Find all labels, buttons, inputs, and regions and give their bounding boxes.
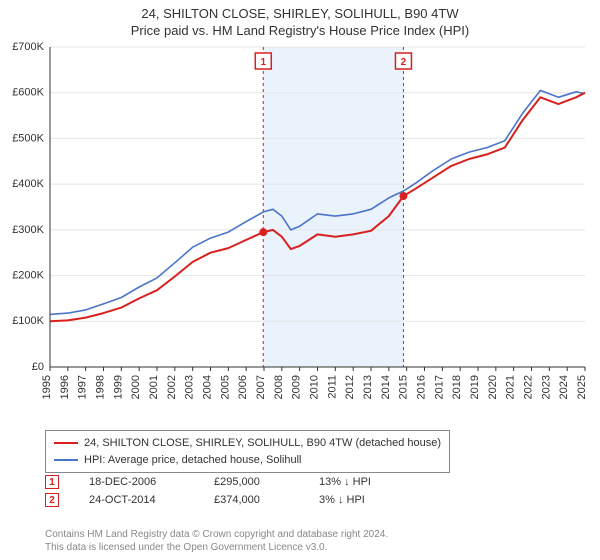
svg-text:£300K: £300K (12, 224, 44, 236)
svg-text:2013: 2013 (362, 375, 374, 399)
svg-text:2018: 2018 (451, 375, 463, 399)
footer-line-1: Contains HM Land Registry data © Crown c… (45, 528, 388, 541)
chart-titles: 24, SHILTON CLOSE, SHIRLEY, SOLIHULL, B9… (0, 0, 600, 40)
legend-label: 24, SHILTON CLOSE, SHIRLEY, SOLIHULL, B9… (84, 435, 441, 452)
svg-text:2012: 2012 (344, 375, 356, 399)
svg-text:1995: 1995 (41, 375, 53, 399)
svg-text:£700K: £700K (12, 42, 44, 53)
svg-text:2006: 2006 (237, 375, 249, 399)
svg-text:2003: 2003 (184, 375, 196, 399)
sale-row: 1 18-DEC-2006 £295,000 13% ↓ HPI (45, 475, 399, 489)
svg-text:2017: 2017 (433, 375, 445, 399)
svg-text:£100K: £100K (12, 315, 44, 327)
svg-text:2007: 2007 (255, 375, 267, 399)
svg-text:2019: 2019 (469, 375, 481, 399)
svg-text:2008: 2008 (273, 375, 285, 399)
legend-label: HPI: Average price, detached house, Soli… (84, 452, 302, 469)
svg-text:£600K: £600K (12, 87, 44, 99)
svg-text:2016: 2016 (416, 375, 428, 399)
sale-price: £374,000 (214, 494, 289, 506)
legend-swatch (54, 442, 78, 444)
svg-text:£0: £0 (32, 361, 44, 373)
svg-text:2020: 2020 (487, 375, 499, 399)
sale-date: 18-DEC-2006 (89, 476, 184, 488)
svg-text:1997: 1997 (77, 375, 89, 399)
sales-table: 1 18-DEC-2006 £295,000 13% ↓ HPI 2 24-OCT-201… (45, 475, 399, 511)
svg-text:1: 1 (261, 57, 267, 68)
sale-delta: 3% ↓ HPI (319, 494, 399, 506)
sale-price: £295,000 (214, 476, 289, 488)
svg-text:2022: 2022 (523, 375, 535, 399)
sale-marker-box: 2 (45, 493, 59, 507)
svg-text:2000: 2000 (130, 375, 142, 399)
legend-item: HPI: Average price, detached house, Soli… (54, 452, 441, 469)
svg-text:2025: 2025 (576, 375, 588, 399)
svg-text:1999: 1999 (112, 375, 124, 399)
svg-text:2010: 2010 (309, 375, 321, 399)
svg-text:2002: 2002 (166, 375, 178, 399)
footer-line-2: This data is licensed under the Open Gov… (45, 541, 388, 554)
svg-text:2011: 2011 (326, 375, 338, 399)
legend-item: 24, SHILTON CLOSE, SHIRLEY, SOLIHULL, B9… (54, 435, 441, 452)
svg-text:1998: 1998 (95, 375, 107, 399)
svg-text:2004: 2004 (202, 375, 214, 399)
svg-text:2023: 2023 (540, 375, 552, 399)
sale-row: 2 24-OCT-2014 £374,000 3% ↓ HPI (45, 493, 399, 507)
svg-text:2001: 2001 (148, 375, 160, 399)
svg-text:2021: 2021 (505, 375, 517, 399)
svg-text:£500K: £500K (12, 132, 44, 144)
svg-text:2005: 2005 (219, 375, 231, 399)
chart-area: £0 £100K £200K £300K £400K £500K £600K £700K 199… (0, 42, 600, 422)
footer-attribution: Contains HM Land Registry data © Crown c… (45, 528, 388, 554)
title-line-1: 24, SHILTON CLOSE, SHIRLEY, SOLIHULL, B9… (0, 6, 600, 23)
svg-text:2015: 2015 (398, 375, 410, 399)
svg-text:2: 2 (401, 57, 407, 68)
legend: 24, SHILTON CLOSE, SHIRLEY, SOLIHULL, B9… (45, 430, 450, 473)
svg-text:£200K: £200K (12, 269, 44, 281)
svg-text:£400K: £400K (12, 178, 44, 190)
line-chart: £0 £100K £200K £300K £400K £500K £600K £700K 199… (0, 42, 600, 422)
svg-text:1996: 1996 (59, 375, 71, 399)
svg-text:2009: 2009 (291, 375, 303, 399)
title-line-2: Price paid vs. HM Land Registry's House … (0, 23, 600, 40)
sale-marker-box: 1 (45, 475, 59, 489)
svg-text:2014: 2014 (380, 375, 392, 399)
sale-delta: 13% ↓ HPI (319, 476, 399, 488)
sale-date: 24-OCT-2014 (89, 494, 184, 506)
legend-swatch (54, 459, 78, 461)
svg-text:2024: 2024 (558, 375, 570, 399)
